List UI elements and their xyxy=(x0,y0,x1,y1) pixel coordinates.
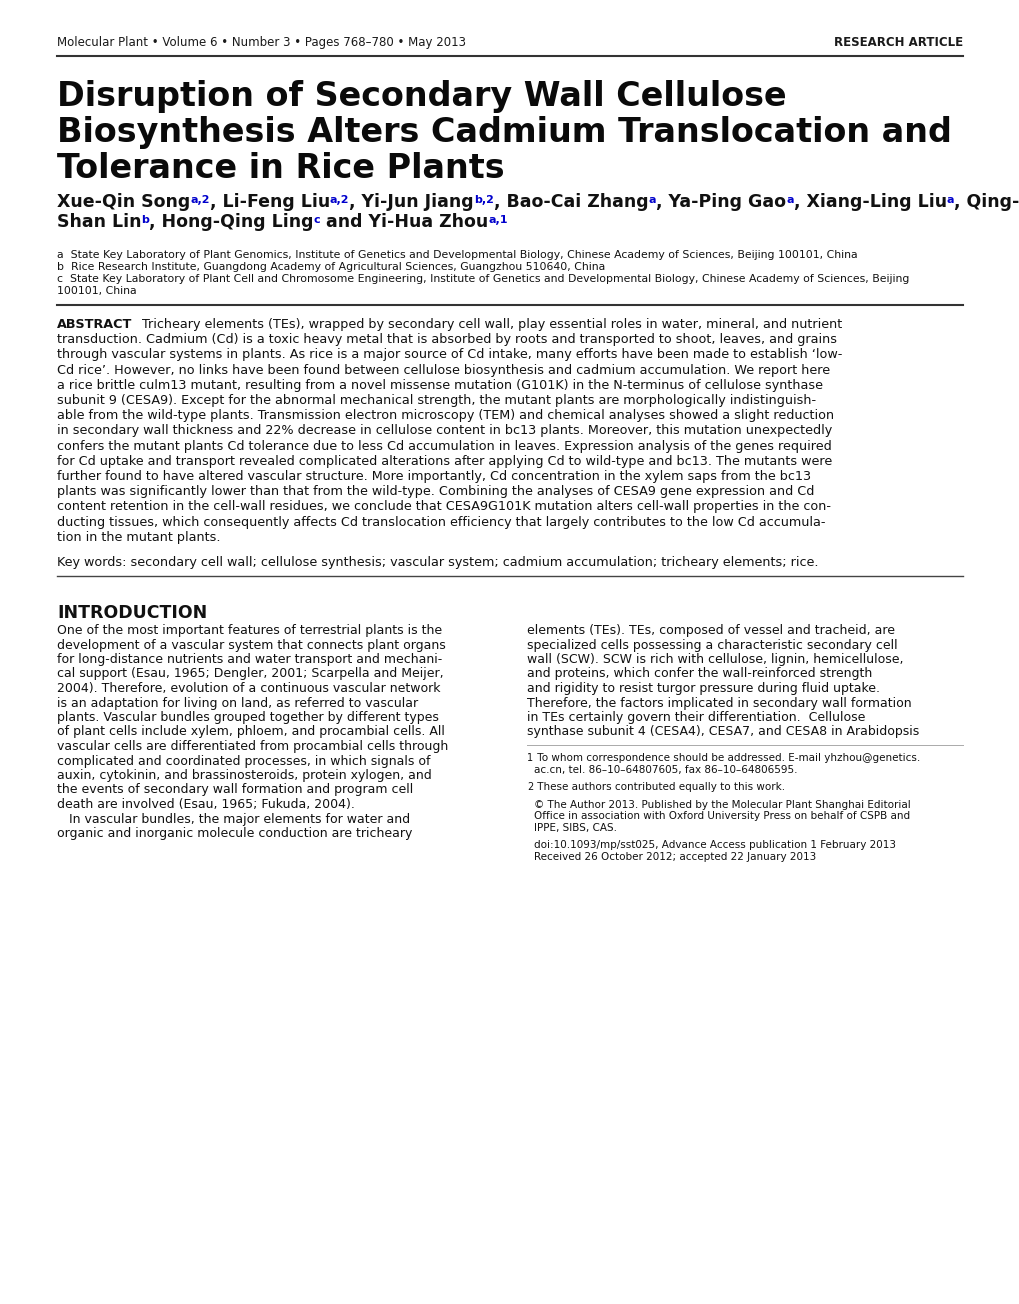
Text: and rigidity to resist turgor pressure during fluid uptake.: and rigidity to resist turgor pressure d… xyxy=(527,682,879,695)
Text: , Qing-: , Qing- xyxy=(954,193,1019,211)
Text: One of the most important features of terrestrial plants is the: One of the most important features of te… xyxy=(57,625,441,636)
Text: for Cd uptake and transport revealed complicated alterations after applying Cd t: for Cd uptake and transport revealed com… xyxy=(57,455,832,468)
Text: a: a xyxy=(786,196,793,205)
Text: able from the wild-type plants. Transmission electron microscopy (TEM) and chemi: able from the wild-type plants. Transmis… xyxy=(57,409,834,422)
Text: , Yi-Jun Jiang: , Yi-Jun Jiang xyxy=(350,193,474,211)
Text: Cd rice’. However, no links have been found between cellulose biosynthesis and c: Cd rice’. However, no links have been fo… xyxy=(57,364,829,377)
Text: a,1: a,1 xyxy=(488,215,507,226)
Text: To whom correspondence should be addressed. E-mail yhzhou@genetics.: To whom correspondence should be address… xyxy=(534,752,919,763)
Text: b: b xyxy=(142,215,149,226)
Text: Office in association with Oxford University Press on behalf of CSPB and: Office in association with Oxford Univer… xyxy=(534,811,909,822)
Text: 2004). Therefore, evolution of a continuous vascular network: 2004). Therefore, evolution of a continu… xyxy=(57,682,440,695)
Text: transduction. Cadmium (Cd) is a toxic heavy metal that is absorbed by roots and : transduction. Cadmium (Cd) is a toxic he… xyxy=(57,334,837,346)
Text: c: c xyxy=(314,215,320,226)
Text: These authors contributed equally to this work.: These authors contributed equally to thi… xyxy=(534,782,785,792)
Text: a: a xyxy=(946,196,954,205)
Text: organic and inorganic molecule conduction are tricheary: organic and inorganic molecule conductio… xyxy=(57,827,412,840)
Text: further found to have altered vascular structure. More importantly, Cd concentra: further found to have altered vascular s… xyxy=(57,469,810,482)
Text: development of a vascular system that connects plant organs: development of a vascular system that co… xyxy=(57,639,445,652)
Text: Tolerance in Rice Plants: Tolerance in Rice Plants xyxy=(57,153,504,185)
Text: through vascular systems in plants. As rice is a major source of Cd intake, many: through vascular systems in plants. As r… xyxy=(57,348,842,361)
Text: elements (TEs). TEs, composed of vessel and tracheid, are: elements (TEs). TEs, composed of vessel … xyxy=(527,625,894,636)
Text: Therefore, the factors implicated in secondary wall formation: Therefore, the factors implicated in sec… xyxy=(527,696,911,709)
Text: a rice brittle culm13 mutant, resulting from a novel missense mutation (G101K) i: a rice brittle culm13 mutant, resulting … xyxy=(57,378,822,391)
Text: IPPE, SIBS, CAS.: IPPE, SIBS, CAS. xyxy=(534,823,616,832)
Text: wall (SCW). SCW is rich with cellulose, lignin, hemicellulose,: wall (SCW). SCW is rich with cellulose, … xyxy=(527,653,903,666)
Text: b,2: b,2 xyxy=(474,196,493,205)
Text: 2: 2 xyxy=(527,782,533,792)
Text: a,2: a,2 xyxy=(191,196,210,205)
Text: content retention in the cell-wall residues, we conclude that CESA9G101K mutatio: content retention in the cell-wall resid… xyxy=(57,501,830,514)
Text: plants was significantly lower than that from the wild-type. Combining the analy: plants was significantly lower than that… xyxy=(57,485,813,498)
Text: RESEARCH ARTICLE: RESEARCH ARTICLE xyxy=(834,37,962,50)
Text: the events of secondary wall formation and program cell: the events of secondary wall formation a… xyxy=(57,784,413,797)
Text: and proteins, which confer the wall-reinforced strength: and proteins, which confer the wall-rein… xyxy=(527,668,871,681)
Text: a  State Key Laboratory of Plant Genomics, Institute of Genetics and Development: a State Key Laboratory of Plant Genomics… xyxy=(57,250,857,259)
Text: Xue-Qin Song: Xue-Qin Song xyxy=(57,193,191,211)
Text: , Xiang-Ling Liu: , Xiang-Ling Liu xyxy=(793,193,946,211)
Text: of plant cells include xylem, phloem, and procambial cells. All: of plant cells include xylem, phloem, an… xyxy=(57,725,444,738)
Text: in TEs certainly govern their differentiation.  Cellulose: in TEs certainly govern their differenti… xyxy=(527,711,864,724)
Text: auxin, cytokinin, and brassinosteroids, protein xylogen, and: auxin, cytokinin, and brassinosteroids, … xyxy=(57,769,431,782)
Text: 1: 1 xyxy=(527,752,533,763)
Text: doi:10.1093/mp/sst025, Advance Access publication 1 February 2013: doi:10.1093/mp/sst025, Advance Access pu… xyxy=(534,840,895,850)
Text: for long-distance nutrients and water transport and mechani-: for long-distance nutrients and water tr… xyxy=(57,653,442,666)
Text: Shan Lin: Shan Lin xyxy=(57,213,142,231)
Text: is an adaptation for living on land, as referred to vascular: is an adaptation for living on land, as … xyxy=(57,696,418,709)
Text: © The Author 2013. Published by the Molecular Plant Shanghai Editorial: © The Author 2013. Published by the Mole… xyxy=(534,799,910,810)
Text: Molecular Plant • Volume 6 • Number 3 • Pages 768–780 • May 2013: Molecular Plant • Volume 6 • Number 3 • … xyxy=(57,37,466,50)
Text: , Bao-Cai Zhang: , Bao-Cai Zhang xyxy=(493,193,648,211)
Text: ac.cn, tel. 86–10–64807605, fax 86–10–64806595.: ac.cn, tel. 86–10–64807605, fax 86–10–64… xyxy=(534,764,797,775)
Text: confers the mutant plants Cd tolerance due to less Cd accumulation in leaves. Ex: confers the mutant plants Cd tolerance d… xyxy=(57,439,830,452)
Text: Tricheary elements (TEs), wrapped by secondary cell wall, play essential roles i: Tricheary elements (TEs), wrapped by sec… xyxy=(129,318,842,331)
Text: Disruption of Secondary Wall Cellulose: Disruption of Secondary Wall Cellulose xyxy=(57,80,786,113)
Text: , Li-Feng Liu: , Li-Feng Liu xyxy=(210,193,330,211)
Text: a: a xyxy=(648,196,655,205)
Text: ABSTRACT: ABSTRACT xyxy=(57,318,132,331)
Text: cal support (Esau, 1965; Dengler, 2001; Scarpella and Meijer,: cal support (Esau, 1965; Dengler, 2001; … xyxy=(57,668,443,681)
Text: In vascular bundles, the major elements for water and: In vascular bundles, the major elements … xyxy=(57,812,410,825)
Text: ducting tissues, which consequently affects Cd translocation efficiency that lar: ducting tissues, which consequently affe… xyxy=(57,515,824,528)
Text: vascular cells are differentiated from procambial cells through: vascular cells are differentiated from p… xyxy=(57,739,447,752)
Text: Key words: secondary cell wall; cellulose synthesis; vascular system; cadmium ac: Key words: secondary cell wall; cellulos… xyxy=(57,556,817,569)
Text: c  State Key Laboratory of Plant Cell and Chromosome Engineering, Institute of G: c State Key Laboratory of Plant Cell and… xyxy=(57,274,909,284)
Text: , Hong-Qing Ling: , Hong-Qing Ling xyxy=(149,213,314,231)
Text: in secondary wall thickness and 22% decrease in cellulose content in bc13 plants: in secondary wall thickness and 22% decr… xyxy=(57,424,832,437)
Text: specialized cells possessing a characteristic secondary cell: specialized cells possessing a character… xyxy=(527,639,897,652)
Text: plants. Vascular bundles grouped together by different types: plants. Vascular bundles grouped togethe… xyxy=(57,711,438,724)
Text: , Ya-Ping Gao: , Ya-Ping Gao xyxy=(655,193,786,211)
Text: tion in the mutant plants.: tion in the mutant plants. xyxy=(57,531,220,544)
Text: and Yi-Hua Zhou: and Yi-Hua Zhou xyxy=(320,213,488,231)
Text: 100101, China: 100101, China xyxy=(57,286,137,296)
Text: synthase subunit 4 (CESA4), CESA7, and CESA8 in Arabidopsis: synthase subunit 4 (CESA4), CESA7, and C… xyxy=(527,725,918,738)
Text: subunit 9 (CESA9). Except for the abnormal mechanical strength, the mutant plant: subunit 9 (CESA9). Except for the abnorm… xyxy=(57,394,815,407)
Text: INTRODUCTION: INTRODUCTION xyxy=(57,604,207,622)
Text: complicated and coordinated processes, in which signals of: complicated and coordinated processes, i… xyxy=(57,755,430,768)
Text: Received 26 October 2012; accepted 22 January 2013: Received 26 October 2012; accepted 22 Ja… xyxy=(534,852,815,862)
Text: a,2: a,2 xyxy=(330,196,350,205)
Text: b  Rice Research Institute, Guangdong Academy of Agricultural Sciences, Guangzho: b Rice Research Institute, Guangdong Aca… xyxy=(57,262,604,273)
Text: death are involved (Esau, 1965; Fukuda, 2004).: death are involved (Esau, 1965; Fukuda, … xyxy=(57,798,355,811)
Text: Biosynthesis Alters Cadmium Translocation and: Biosynthesis Alters Cadmium Translocatio… xyxy=(57,116,951,149)
